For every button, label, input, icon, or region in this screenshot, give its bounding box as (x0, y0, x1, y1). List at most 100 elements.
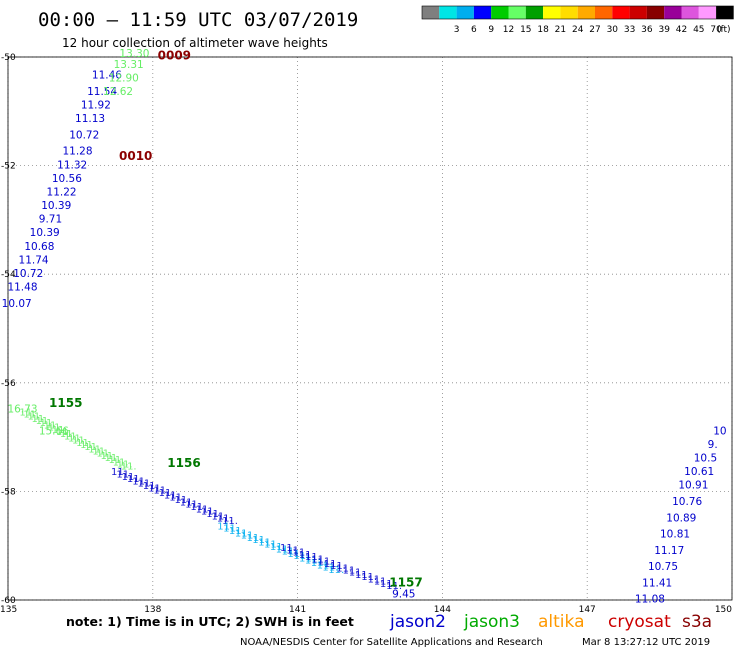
dense-track-glyph: 11. (143, 481, 159, 492)
dense-track-glyph: 11. (305, 556, 321, 567)
dense-track-glyph: 11. (36, 416, 52, 427)
map-grid (7, 56, 733, 601)
legend-tick-label: 18 (537, 25, 549, 35)
dense-track-glyph: 11. (169, 493, 185, 504)
wave-height-label: 11.08 (635, 594, 665, 606)
wave-height-label: 9.71 (39, 214, 62, 226)
dense-track-glyph: 11. (241, 531, 257, 542)
dense-track-glyph: 11. (349, 568, 365, 579)
dense-track-glyph: 11. (311, 554, 327, 565)
dense-track-glyph: 11. (116, 469, 132, 480)
dense-track-glyph: 11. (217, 514, 233, 525)
legend-swatch (681, 6, 699, 19)
dense-track-glyph: 11. (229, 526, 245, 537)
legend-tick-label: 6 (471, 25, 477, 35)
dense-track-glyph: 11. (276, 544, 292, 555)
dense-track-glyph: 11. (127, 474, 143, 485)
legend-swatch (629, 6, 647, 19)
dense-track-glyph: 11. (180, 497, 196, 508)
dense-track-glyph: 11. (40, 418, 56, 429)
dense-track-glyph: 11. (19, 407, 35, 418)
legend-tick-label: 21 (555, 25, 566, 35)
dense-track-glyph: 11. (88, 444, 104, 455)
dense-track-glyph: 11. (48, 423, 64, 434)
satellite-label-jason2: jason2 (389, 612, 446, 632)
legend-swatch (560, 6, 578, 19)
legend-swatch (473, 6, 492, 19)
dense-track-glyph: 11. (92, 446, 108, 457)
dense-track-glyph: 11. (60, 429, 76, 440)
legend-swatch (543, 6, 561, 19)
lon-tick-label: 144 (434, 605, 451, 615)
dense-track-glyph: 11. (80, 440, 96, 451)
legend-swatch (646, 6, 665, 19)
dense-track-glyph: 11. (72, 436, 88, 447)
dense-track-glyph: 11. (252, 535, 268, 546)
wave-height-label: 11.17 (654, 545, 684, 557)
dense-track-glyph: 11. (23, 410, 39, 421)
footer-credit: NOAA/NESDIS Center for Satellite Applica… (240, 637, 543, 648)
dense-track-glyph: 11. (322, 563, 338, 574)
dense-track-glyph: 11. (109, 455, 125, 466)
dense-track-glyph: 11. (355, 570, 371, 581)
dense-track-glyph: 11. (100, 451, 116, 462)
dense-track-glyph: 11. (64, 431, 80, 442)
dense-track-glyph: 11. (258, 537, 274, 548)
wave-height-label: 10.91 (678, 480, 708, 492)
dense-track-glyph: 11. (324, 559, 340, 570)
time-label: 1157 (389, 575, 422, 589)
dense-track-glyph: 11. (287, 549, 303, 560)
wave-height-label: 10.76 (672, 496, 702, 508)
lat-tick-label: -56 (1, 379, 16, 389)
dense-track-glyph: 11. (317, 560, 333, 571)
dense-track-glyph: 11. (196, 504, 212, 515)
lon-tick-label: 135 (0, 605, 17, 615)
dense-track-glyph: 11. (174, 495, 190, 506)
dense-track-glyph: 11. (286, 545, 302, 556)
legend-swatch (577, 6, 595, 19)
wave-height-label: 9. (708, 439, 718, 451)
legend-tick-label: 30 (607, 25, 619, 35)
latitude-labels: -50 -52 -54 -56 -58 -60 (1, 53, 16, 606)
dense-track-glyph: 11. (270, 542, 286, 553)
dense-track-glyph: 11. (56, 427, 72, 438)
legend-swatch (664, 6, 682, 19)
legend-tick-label: 3 (454, 25, 460, 35)
lat-tick-label: -52 (1, 162, 16, 172)
dense-track-glyph: 11. (282, 547, 298, 558)
legend-swatch (612, 6, 630, 19)
time-labels: 0009 0010 1155 1156 1157 (49, 49, 423, 590)
satellite-label-cryosat: cryosat (608, 612, 671, 632)
legend-tick-label: 45 (693, 25, 704, 35)
wave-height-label: 12.90 (109, 72, 139, 84)
legend-unit: (ft) (717, 25, 731, 35)
time-label: 0009 (158, 49, 191, 63)
wave-height-label: 10.72 (69, 129, 99, 141)
dense-track-glyph: 11. (222, 516, 238, 527)
satellite-label-s3a: s3a (682, 612, 712, 632)
dense-track-glyph: 11. (113, 457, 129, 468)
legend-swatch (716, 6, 734, 19)
dense-track-glyph: 11. (104, 453, 120, 464)
dense-track-glyph: 11. (336, 563, 352, 574)
dense-track-glyph: 11. (201, 507, 217, 518)
dense-track-glyph: 11. (76, 438, 92, 449)
wave-height-label: 11.32 (57, 159, 87, 171)
wave-height-label: 11.92 (81, 100, 111, 112)
lat-tick-label: -54 (1, 270, 16, 280)
lon-tick-label: 141 (289, 605, 306, 615)
wave-height-label: 10.39 (41, 200, 71, 212)
satellite-label-jason3: jason3 (463, 612, 520, 632)
dense-track-glyph: 11. (330, 561, 346, 572)
dense-track-glyph: 11. (164, 490, 180, 501)
dense-track-glyph: 11. (84, 442, 100, 453)
legend-swatch (525, 6, 544, 19)
wave-height-label: 10.5 (694, 453, 717, 465)
dense-track-glyph: 11. (386, 581, 402, 592)
legend-tick-label: 36 (641, 25, 653, 35)
legend-tick-label: 15 (520, 25, 531, 35)
wave-height-label: 13.30 (119, 48, 149, 60)
wave-height-label: 10.89 (666, 512, 696, 524)
dense-track-glyph: 11. (299, 553, 315, 564)
